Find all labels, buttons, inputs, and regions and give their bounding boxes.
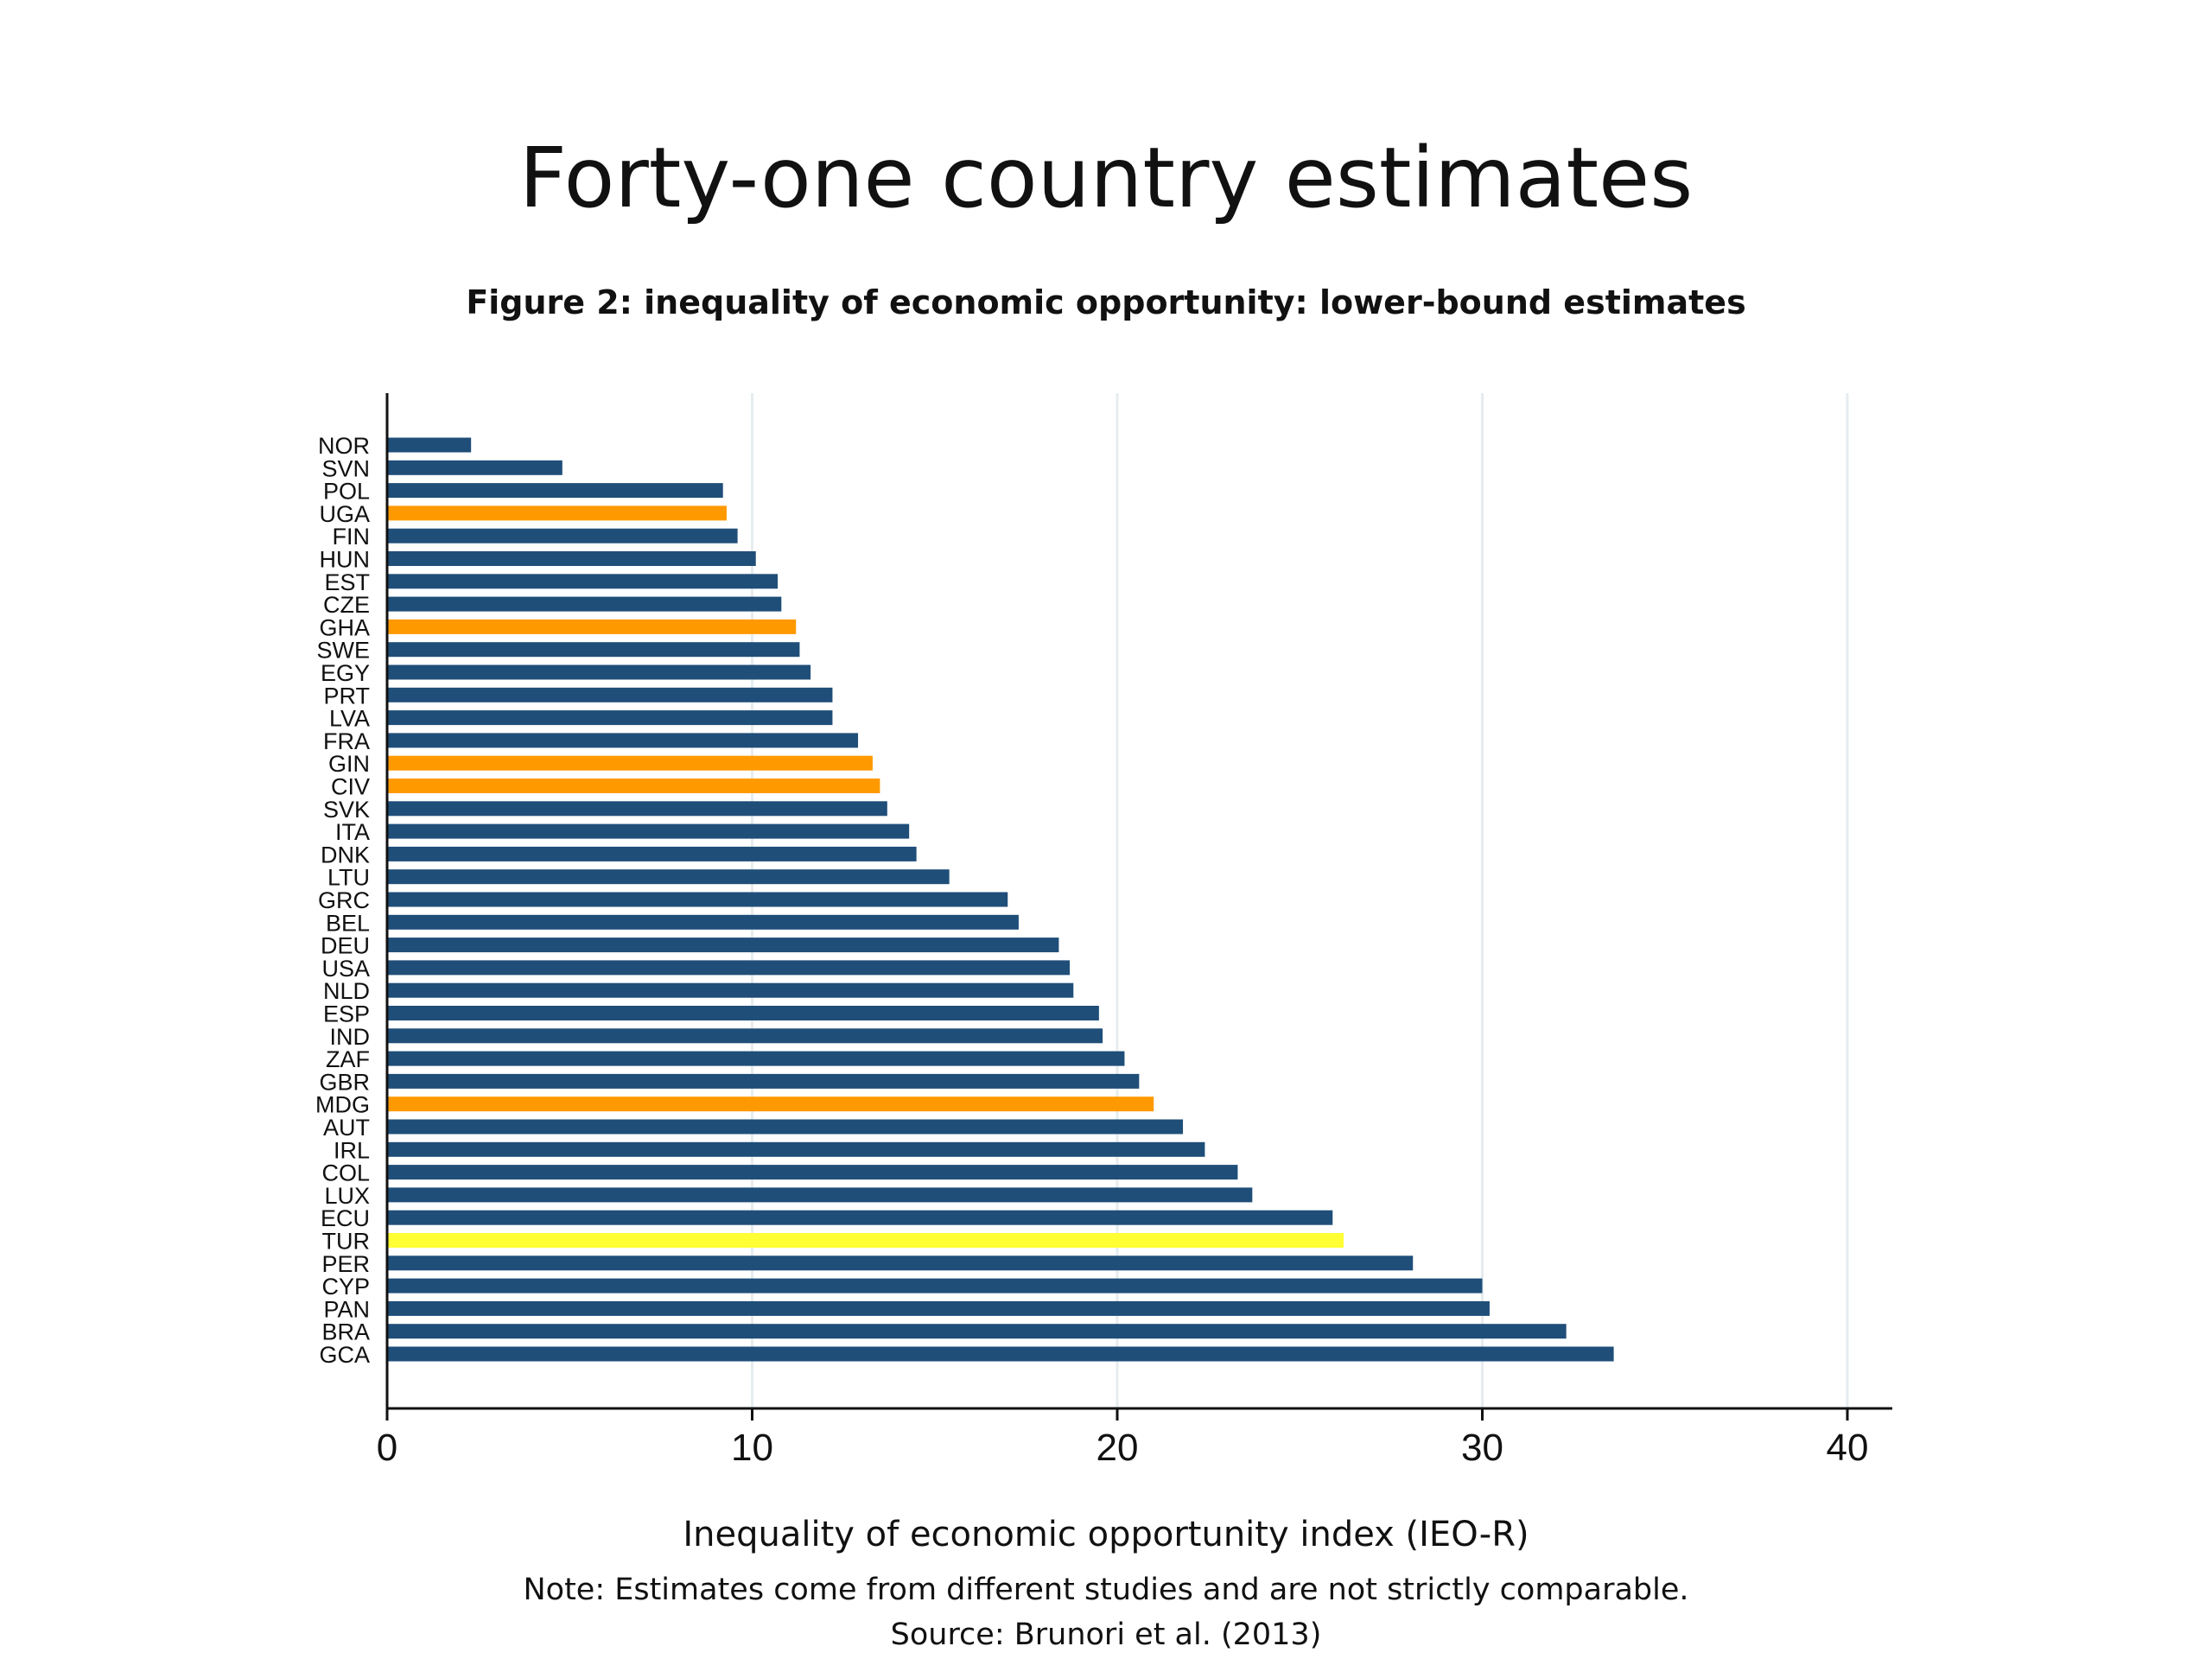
category-label-lva: LVA: [329, 706, 370, 732]
category-label-pan: PAN: [323, 1296, 370, 1322]
category-label-layer: NORSVNPOLUGAFINHUNESTCZEGHASWEEGYPRTLVAF…: [315, 433, 370, 1368]
axis-layer: 0 10 20 30 40: [377, 393, 1892, 1469]
slide-title: Forty-one country estimates: [518, 130, 1694, 226]
bar-col: [387, 1165, 1238, 1180]
x-axis-title: Inequality of economic opportunity index…: [683, 1515, 1529, 1554]
bar-est: [387, 574, 779, 589]
category-label-ita: ITA: [335, 819, 370, 845]
category-label-irl: IRL: [334, 1137, 370, 1163]
bar-civ: [387, 779, 880, 793]
category-label-cze: CZE: [323, 592, 370, 618]
category-label-aut: AUT: [323, 1115, 370, 1141]
bar-per: [387, 1255, 1414, 1271]
category-label-prt: PRT: [323, 683, 370, 709]
bar-grc: [387, 892, 1008, 907]
bar-nld: [387, 982, 1074, 998]
bar-ita: [387, 823, 910, 839]
x-tick-label-30: 30: [1461, 1427, 1503, 1469]
bar-svk: [387, 801, 887, 817]
category-label-tur: TUR: [322, 1229, 371, 1255]
category-label-zaf: ZAF: [326, 1046, 370, 1072]
category-label-uga: UGA: [319, 501, 370, 527]
x-tick-label-20: 20: [1096, 1427, 1139, 1469]
bar-zaf: [387, 1051, 1125, 1066]
bar-lva: [387, 710, 833, 726]
source-citation: Source: Brunori et al. (2013): [890, 1618, 1322, 1652]
bar-cyp: [387, 1278, 1483, 1294]
bar-swe: [387, 642, 800, 658]
category-label-swe: SWE: [316, 638, 370, 664]
category-label-lux: LUX: [324, 1183, 370, 1209]
category-label-bel: BEL: [326, 910, 370, 936]
category-label-bra: BRA: [321, 1319, 370, 1345]
category-label-grc: GRC: [318, 887, 370, 913]
bar-bra: [387, 1324, 1567, 1339]
bar-lux: [387, 1187, 1253, 1203]
bar-fin: [387, 528, 738, 543]
bar-egy: [387, 664, 811, 680]
category-label-ltu: LTU: [327, 865, 370, 891]
category-label-esp: ESP: [323, 1001, 370, 1027]
bar-ltu: [387, 869, 950, 885]
category-label-est: EST: [324, 569, 370, 595]
category-label-ecu: ECU: [321, 1205, 370, 1231]
category-label-mdg: MDG: [315, 1092, 370, 1118]
bar-deu: [387, 938, 1059, 953]
bar-usa: [387, 960, 1071, 976]
category-label-civ: CIV: [331, 774, 370, 800]
bar-gca: [387, 1346, 1614, 1362]
bar-mdg: [387, 1096, 1154, 1112]
category-label-fin: FIN: [333, 524, 371, 550]
category-label-deu: DEU: [321, 933, 370, 959]
bar-pan: [387, 1300, 1490, 1316]
category-label-hun: HUN: [320, 547, 371, 573]
x-tick-label-10: 10: [731, 1427, 773, 1469]
category-label-svn: SVN: [321, 455, 370, 481]
bar-bel: [387, 914, 1019, 930]
category-label-nld: NLD: [323, 978, 370, 1004]
category-label-per: PER: [321, 1251, 370, 1277]
bar-aut: [387, 1119, 1184, 1135]
bar-fra: [387, 733, 859, 748]
category-label-usa: USA: [321, 956, 370, 982]
category-label-cyp: CYP: [321, 1274, 370, 1300]
category-label-gca: GCA: [319, 1342, 370, 1368]
footnote: Note: Estimates come from different stud…: [523, 1573, 1689, 1607]
bar-prt: [387, 687, 833, 702]
bar-nor: [387, 437, 472, 453]
bar-esp: [387, 1006, 1099, 1020]
bar-ecu: [387, 1210, 1333, 1225]
category-label-fra: FRA: [323, 728, 370, 754]
bar-svn: [387, 460, 563, 475]
bar-gin: [387, 755, 873, 771]
category-label-gin: GIN: [328, 751, 370, 777]
bar-pol: [387, 483, 723, 499]
bar-irl: [387, 1141, 1205, 1157]
category-label-dnk: DNK: [321, 842, 370, 868]
category-label-nor: NOR: [318, 433, 370, 459]
bar-dnk: [387, 846, 917, 861]
bar-ind: [387, 1028, 1103, 1044]
bar-hun: [387, 551, 756, 566]
bar-gha: [387, 619, 797, 634]
bar-gbr: [387, 1073, 1140, 1089]
bar-layer: [387, 437, 1614, 1362]
category-label-svk: SVK: [323, 797, 370, 823]
x-tick-label-40: 40: [1827, 1427, 1869, 1469]
x-tick-label-0: 0: [377, 1427, 397, 1469]
category-label-ind: IND: [330, 1024, 371, 1050]
bar-cze: [387, 596, 782, 612]
category-label-gbr: GBR: [319, 1069, 370, 1095]
category-label-egy: EGY: [321, 660, 370, 686]
bar-uga: [387, 505, 727, 521]
bar-tur: [387, 1233, 1344, 1248]
category-label-gha: GHA: [319, 614, 370, 640]
category-label-pol: POL: [323, 479, 370, 505]
category-label-col: COL: [321, 1160, 370, 1186]
figure-caption: Figure 2: inequality of economic opportu…: [466, 283, 1746, 321]
